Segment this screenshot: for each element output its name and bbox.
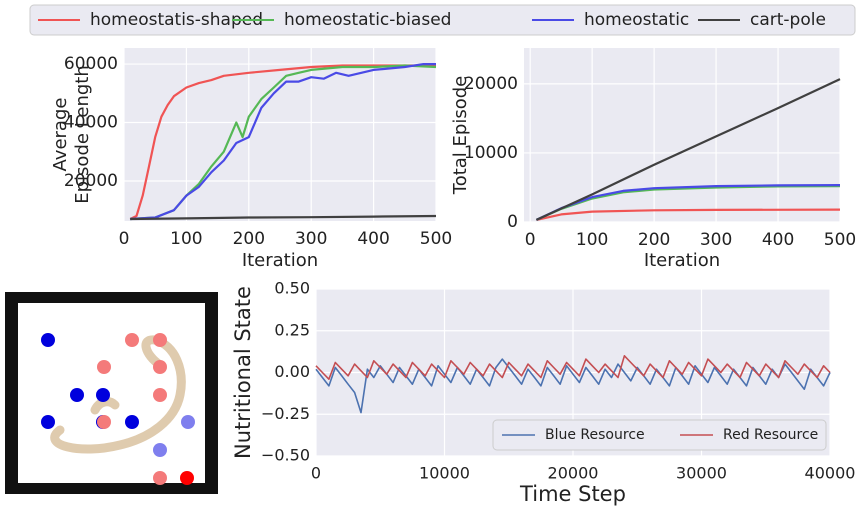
series-line [129,64,436,220]
legend-label: Red Resource [723,427,818,443]
x-tick-label: 500 [824,230,856,250]
x-tick-label: 0 [119,229,130,249]
x-tick-label: 200 [638,230,670,250]
environment-image [5,292,218,494]
x-tick-label: 0 [525,230,536,250]
x-tick-label: 100 [576,230,608,250]
series-line [315,358,831,414]
arena-floor [18,303,205,483]
y-tick-label: 0.50 [274,279,310,298]
x-tick-label: 20000 [548,464,599,483]
x-tick-label: 100 [170,229,202,249]
legend-label: homeostatic-biased [284,10,451,30]
series-line [535,78,841,221]
y-tick-label: 0.25 [274,320,310,339]
series-line [315,355,831,380]
y-axis-label: Nutritional State [231,286,255,459]
red-resource-active [180,471,194,485]
y-tick-label: 0 [507,212,518,232]
series-line [130,62,436,221]
x-axis-label: Time Step [519,482,626,506]
red-resources [97,333,167,485]
legend-label: cart-pole [750,10,826,30]
x-tick-label: 500 [420,229,452,249]
y-axis-label: Average [50,98,71,172]
legend-label: Blue Resource [545,427,645,443]
x-tick-label: 200 [233,229,265,249]
y-tick-label: 40000 [64,113,118,133]
blue-resources [41,333,195,457]
x-tick-label: 400 [357,229,389,249]
x-tick-label: 10000 [419,464,470,483]
y-tick-label: 20000 [464,74,518,94]
legend-box [29,4,856,36]
y-tick-label: −0.50 [261,446,310,465]
series-line [536,208,841,221]
legend-label: homeostatic [584,10,689,30]
plot-area [124,48,436,221]
x-tick-label: 400 [762,230,794,250]
x-axis-label: Iteration [644,250,720,271]
x-tick-label: 0 [311,464,321,483]
legend-label: homeostatis-shaped [90,10,263,30]
series-line [130,214,437,221]
y-axis-label: Episode Length [72,65,93,204]
x-tick-label: 30000 [676,464,727,483]
y-tick-label: −0.25 [261,404,310,423]
legend-box [492,419,827,451]
x-tick-label: 300 [295,229,327,249]
y-tick-label: 20000 [64,171,118,191]
y-tick-label: 10000 [464,143,518,163]
x-axis-label: Iteration [242,250,318,271]
x-tick-label: 300 [700,230,732,250]
agent-body [50,335,186,454]
plot-area [524,48,840,222]
x-tick-label: 40000 [805,464,856,483]
y-axis-label: Total Episode [450,76,471,195]
y-tick-label: 0.00 [274,362,310,381]
y-tick-label: 60000 [64,54,118,74]
